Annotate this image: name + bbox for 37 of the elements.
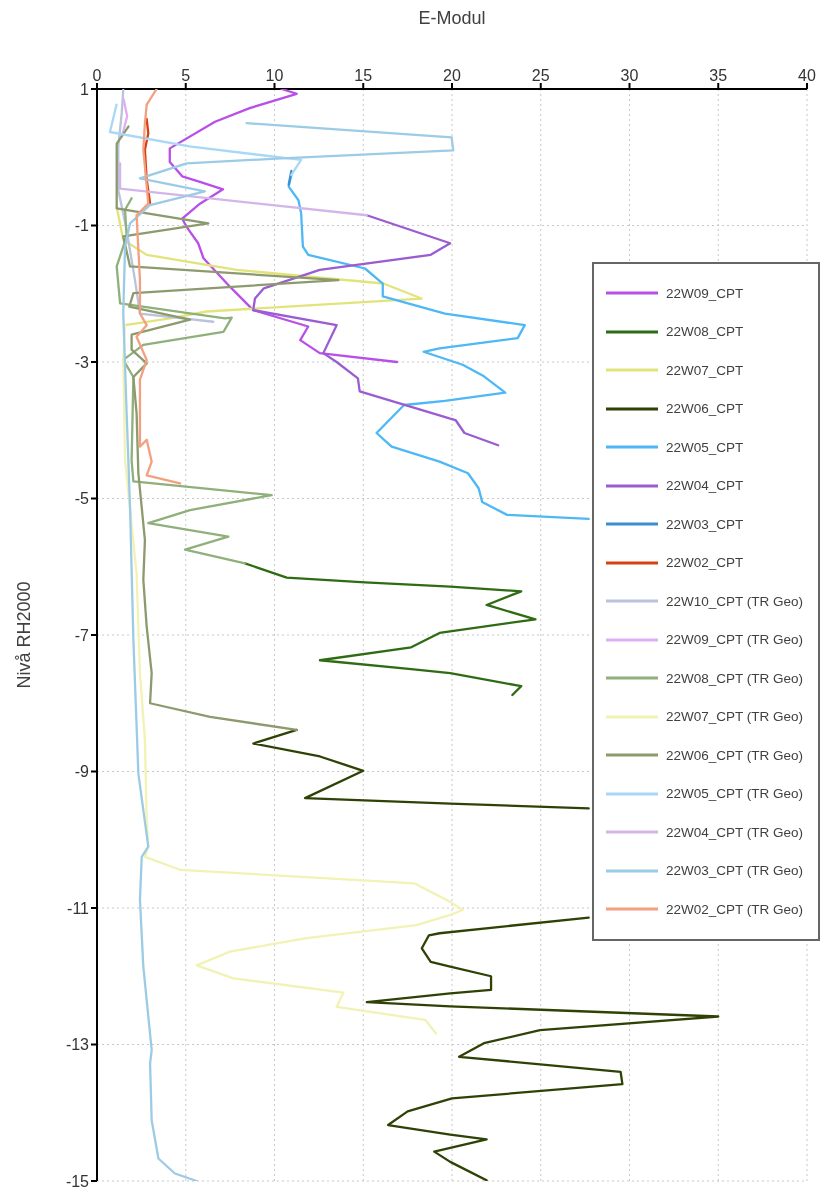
legend-label: 22W08_CPT (TR Geo) (666, 670, 804, 686)
legend-label: 22W05_CPT (666, 439, 744, 455)
y-axis-title: Nivå RH2000 (13, 581, 35, 689)
x-tick-label: 5 (181, 67, 191, 84)
legend-label: 22W06_CPT (TR Geo) (666, 747, 804, 763)
y-tick-label: -15 (65, 1172, 90, 1190)
x-axis-title: E-Modul (417, 8, 487, 29)
legend-label: 22W04_CPT (666, 478, 744, 494)
legend-label: 22W03_CPT (666, 516, 744, 532)
y-tick-label: 1 (80, 80, 90, 98)
x-tick-label: 0 (92, 67, 102, 84)
y-tick-label: -1 (74, 217, 90, 235)
legend-label: 22W06_CPT (666, 401, 744, 417)
legend-label: 22W05_CPT (TR Geo) (666, 786, 804, 802)
legend-label: 22W07_CPT (TR Geo) (666, 709, 804, 725)
legend-label: 22W07_CPT (666, 362, 744, 378)
y-tick-label: -13 (65, 1036, 90, 1054)
legend-label: 22W03_CPT (TR Geo) (666, 863, 804, 879)
legend-label: 22W09_CPT (TR Geo) (666, 632, 804, 648)
x-tick-label: 10 (265, 67, 284, 84)
y-tick-label: -7 (74, 626, 90, 644)
x-tick-label: 40 (798, 67, 816, 84)
y-tick-label: -11 (67, 899, 90, 917)
legend-label: 22W04_CPT (TR Geo) (666, 824, 804, 840)
legend-label: 22W02_CPT (666, 555, 744, 571)
y-tick-label: -3 (74, 353, 90, 371)
x-tick-label: 25 (531, 67, 550, 84)
legend-label: 22W08_CPT (666, 324, 744, 340)
x-tick-label: 30 (620, 67, 639, 84)
x-tick-label: 15 (354, 67, 373, 84)
y-tick-label: -9 (74, 763, 90, 781)
x-tick-label: 35 (709, 67, 728, 84)
y-tick-label: -5 (74, 490, 90, 508)
legend-label: 22W10_CPT (TR Geo) (666, 593, 804, 609)
legend-label: 22W02_CPT (TR Geo) (666, 901, 804, 917)
x-tick-label: 20 (443, 67, 461, 84)
legend-label: 22W09_CPT (666, 285, 744, 301)
